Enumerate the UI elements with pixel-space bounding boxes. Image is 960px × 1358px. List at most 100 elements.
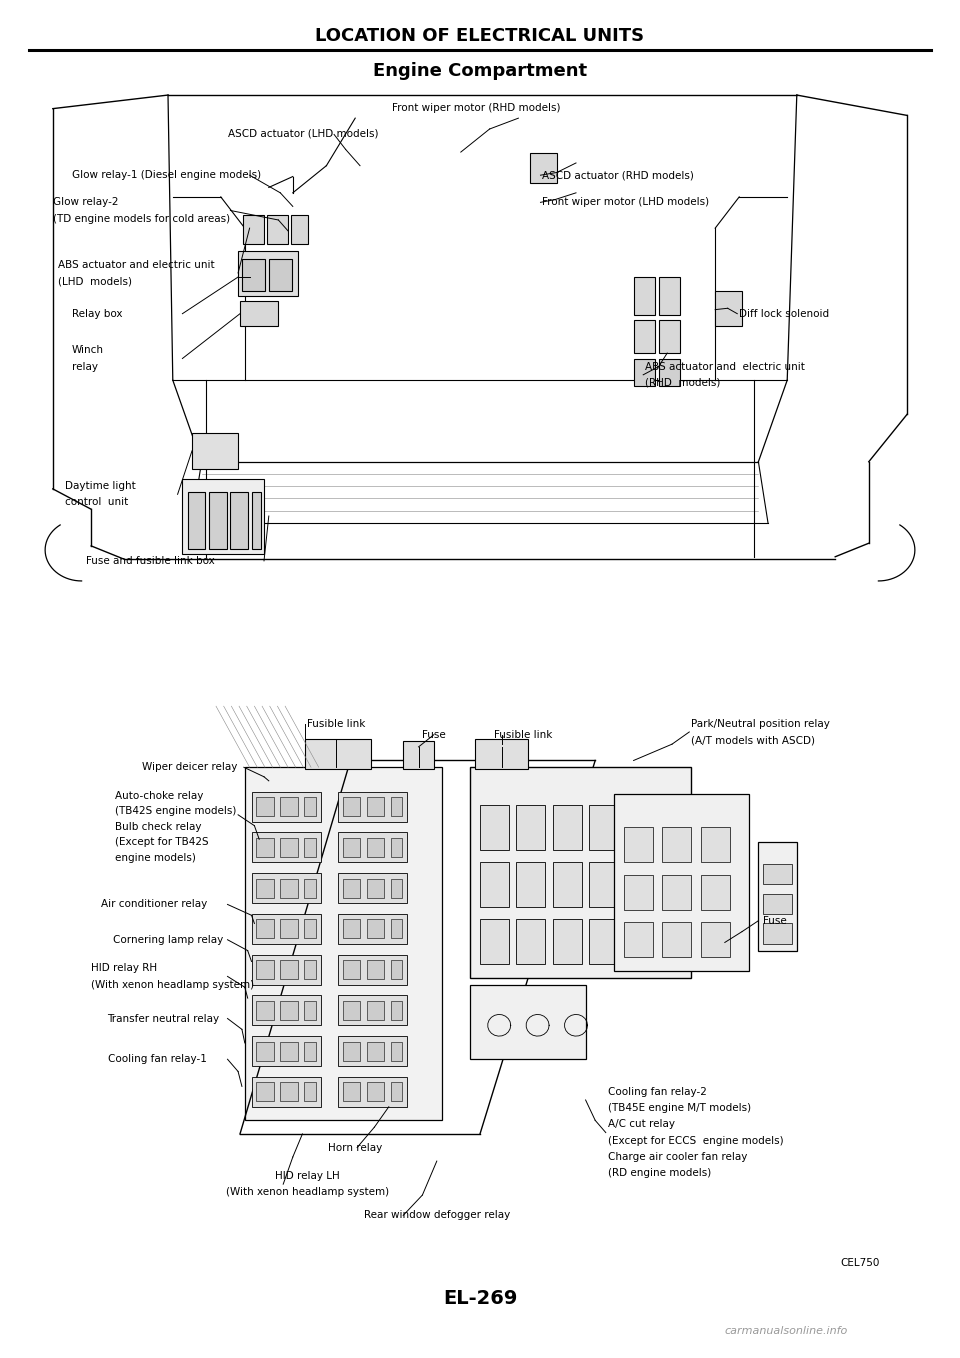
Bar <box>280 1042 298 1061</box>
Bar <box>343 1001 360 1020</box>
Bar <box>252 1077 321 1107</box>
Bar <box>367 919 384 938</box>
Bar <box>256 1001 274 1020</box>
Bar <box>252 955 321 985</box>
Text: (TD engine models for cold areas): (TD engine models for cold areas) <box>53 213 230 224</box>
Text: Front wiper motor (LHD models): Front wiper motor (LHD models) <box>542 197 709 208</box>
Text: (Except for TB42S: (Except for TB42S <box>115 837 209 847</box>
Bar <box>188 492 205 549</box>
Bar <box>304 960 316 979</box>
Text: Park/Neutral position relay: Park/Neutral position relay <box>691 718 830 729</box>
Bar <box>470 985 586 1059</box>
Text: (LHD  models): (LHD models) <box>58 276 132 287</box>
Bar <box>343 879 360 898</box>
Bar <box>530 153 557 183</box>
Text: Charge air cooler fan relay: Charge air cooler fan relay <box>608 1152 747 1162</box>
Text: (TB42S engine models): (TB42S engine models) <box>115 805 236 816</box>
Bar <box>367 879 384 898</box>
Bar <box>480 919 509 964</box>
Bar <box>553 862 582 907</box>
Bar <box>634 320 655 353</box>
Bar <box>634 277 655 315</box>
Bar <box>763 923 792 944</box>
Text: Cornering lamp relay: Cornering lamp relay <box>113 934 224 945</box>
Bar <box>659 320 680 353</box>
Bar <box>662 827 691 862</box>
Bar <box>758 842 797 951</box>
Bar <box>209 492 227 549</box>
Text: Fusible link: Fusible link <box>307 720 365 729</box>
Text: CEL750: CEL750 <box>840 1258 879 1268</box>
Bar <box>480 805 509 850</box>
Bar <box>280 838 298 857</box>
Bar <box>304 1082 316 1101</box>
Text: Wiper deicer relay: Wiper deicer relay <box>142 762 237 773</box>
Bar <box>391 960 402 979</box>
Text: Air conditioner relay: Air conditioner relay <box>101 899 207 910</box>
Bar <box>553 805 582 850</box>
Text: Diff lock solenoid: Diff lock solenoid <box>739 308 829 319</box>
Bar <box>304 797 316 816</box>
Bar <box>252 492 261 549</box>
Text: control  unit: control unit <box>65 497 129 508</box>
Bar <box>252 832 321 862</box>
Text: Horn relay: Horn relay <box>328 1142 382 1153</box>
Bar <box>614 794 749 971</box>
Bar <box>624 922 653 957</box>
Bar <box>305 739 371 769</box>
Bar <box>256 838 274 857</box>
Bar <box>192 433 238 469</box>
Bar <box>763 864 792 884</box>
Bar <box>626 919 655 964</box>
Bar <box>280 919 298 938</box>
Bar <box>701 827 730 862</box>
Bar <box>343 1082 360 1101</box>
Text: ASCD actuator (RHD models): ASCD actuator (RHD models) <box>542 170 694 181</box>
Bar <box>280 879 298 898</box>
Bar <box>391 1042 402 1061</box>
Text: (RHD  models): (RHD models) <box>645 378 721 388</box>
Bar <box>662 875 691 910</box>
Bar <box>634 359 655 386</box>
Text: Daytime light: Daytime light <box>65 481 136 492</box>
Text: Relay box: Relay box <box>72 308 123 319</box>
Bar <box>367 838 384 857</box>
Text: relay: relay <box>72 361 98 372</box>
Bar <box>701 875 730 910</box>
Bar <box>659 359 680 386</box>
Bar <box>267 215 288 244</box>
Bar <box>304 919 316 938</box>
Bar <box>269 259 292 291</box>
Text: ABS actuator and electric unit: ABS actuator and electric unit <box>58 259 214 270</box>
Text: Glow relay-2: Glow relay-2 <box>53 197 118 208</box>
Bar <box>338 1036 407 1066</box>
Bar <box>662 922 691 957</box>
Bar <box>480 862 509 907</box>
Text: Winch: Winch <box>72 345 104 356</box>
Bar <box>343 919 360 938</box>
Bar <box>516 862 545 907</box>
Text: LOCATION OF ELECTRICAL UNITS: LOCATION OF ELECTRICAL UNITS <box>316 27 644 45</box>
Bar <box>338 832 407 862</box>
Text: Fuse and fusible link box: Fuse and fusible link box <box>86 555 215 566</box>
Text: (TB45E engine M/T models): (TB45E engine M/T models) <box>608 1103 751 1114</box>
Bar <box>343 1042 360 1061</box>
Polygon shape <box>245 767 442 1120</box>
Bar <box>715 291 742 326</box>
Bar <box>252 873 321 903</box>
Bar <box>626 805 655 850</box>
Bar <box>338 873 407 903</box>
Bar <box>338 792 407 822</box>
Bar <box>391 1082 402 1101</box>
Bar <box>659 277 680 315</box>
Bar <box>256 1042 274 1061</box>
Bar <box>391 1001 402 1020</box>
Bar <box>280 1001 298 1020</box>
Bar <box>367 960 384 979</box>
Text: Rear window defogger relay: Rear window defogger relay <box>364 1210 510 1221</box>
Text: (RD engine models): (RD engine models) <box>608 1168 711 1179</box>
Bar <box>338 995 407 1025</box>
Bar <box>475 739 528 769</box>
Bar <box>470 767 691 978</box>
Text: carmanualsonline.info: carmanualsonline.info <box>725 1325 848 1336</box>
